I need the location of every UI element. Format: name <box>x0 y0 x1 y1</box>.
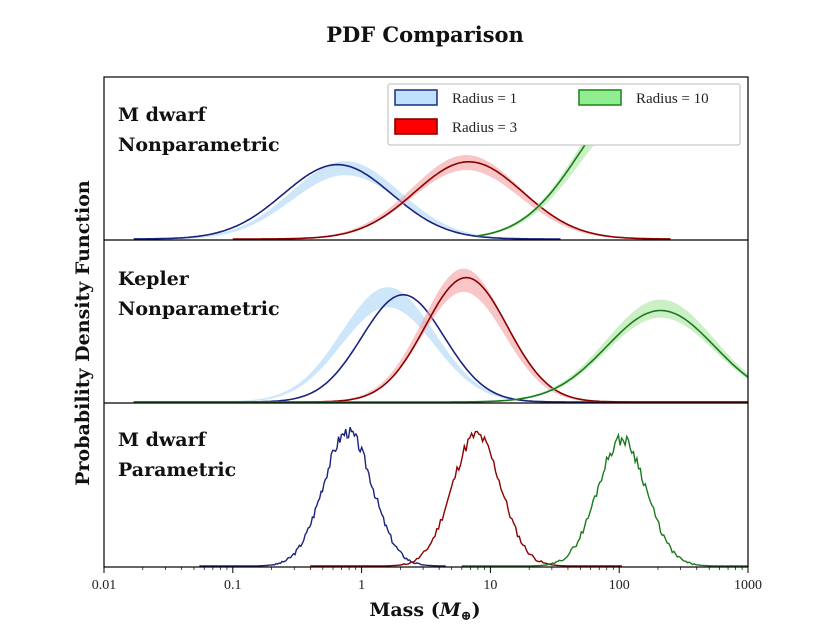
panel-3-label-line1: M dwarf <box>118 429 208 451</box>
panel-1-band-radius-3 <box>232 155 671 239</box>
panel-1-label-line1: M dwarf <box>118 104 208 126</box>
legend-frame <box>387 83 741 146</box>
panel-2-label-line1: Kepler <box>118 268 190 290</box>
panel-3-line-radius-3 <box>310 430 622 567</box>
plot-frame <box>103 76 749 568</box>
panel-1-label-line2: Nonparametric <box>118 134 280 156</box>
panel-2-label-line2: Nonparametric <box>118 298 280 320</box>
legend-swatch-radius-3 <box>394 118 438 135</box>
plot-panels: M dwarfNonparametricKeplerNonparametricM… <box>118 87 749 567</box>
legend-label-radius-3: Radius = 3 <box>452 120 517 136</box>
panel-2: Kepler Nonparametric <box>118 268 749 403</box>
x-tick-label-10: 10 <box>483 578 497 593</box>
panel-3-label-line2: Parametric <box>118 459 236 481</box>
panel-2-band-radius-1 <box>133 287 748 402</box>
x-tick-label-100: 100 <box>609 578 630 593</box>
panel-1-line-radius-1 <box>133 163 561 240</box>
panel-1: M dwarf Nonparametric <box>118 87 672 240</box>
panel-3-line-radius-10 <box>461 432 748 567</box>
x-axis-ticks: 0.01 0.1 1 10 100 1000 <box>92 567 762 593</box>
x-tick-label-1000: 1000 <box>734 578 762 593</box>
legend-swatch-radius-10 <box>578 89 622 106</box>
x-tick-label-0.01: 0.01 <box>92 578 117 593</box>
legend: Radius = 1 Radius = 10 Radius = 3 <box>387 83 741 146</box>
panel-1-line-radius-3 <box>232 161 671 240</box>
panel-2-band-radius-3 <box>133 268 748 402</box>
x-axis-label-subscript: ⊕ <box>461 609 472 624</box>
legend-swatch-radius-1 <box>394 89 438 106</box>
panel-3: M dwarf Parametric <box>118 426 748 567</box>
x-axis-label: Mass (M⊕) <box>369 599 480 624</box>
panel-2-line-radius-10 <box>133 309 749 403</box>
x-axis-label-symbol: M <box>439 599 462 621</box>
x-axis-label-close: ) <box>472 599 481 621</box>
x-tick-label-1: 1 <box>358 578 365 593</box>
chart-title: PDF Comparison <box>326 22 524 47</box>
x-tick-label-0.1: 0.1 <box>224 578 242 593</box>
x-axis-label-text: Mass ( <box>369 599 439 621</box>
legend-label-radius-10: Radius = 10 <box>636 91 709 107</box>
y-axis-label: Probability Density Function <box>72 180 94 486</box>
legend-label-radius-1: Radius = 1 <box>452 91 517 107</box>
panel-3-line-radius-1 <box>199 426 446 567</box>
